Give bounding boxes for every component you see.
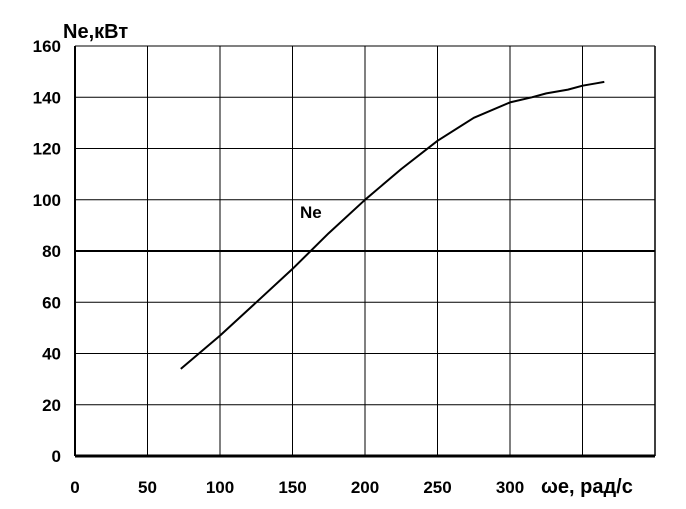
y-tick-label: 140 (33, 88, 61, 107)
y-tick-label: 100 (33, 191, 61, 210)
y-tick-label: 40 (42, 345, 61, 364)
y-axis-title: Ne,кВт (63, 21, 128, 43)
y-tick-label: 0 (52, 447, 61, 466)
y-tick-label: 80 (42, 242, 61, 261)
x-axis-title: ωe, рад/с (541, 476, 633, 498)
series-layer (180, 80, 605, 370)
labels: 0 20 40 60 80 100 120 140 160 0 50 100 150 200 250 300 (33, 37, 525, 497)
x-tick-label: 50 (138, 478, 157, 497)
y-tick-label: 20 (42, 396, 61, 415)
x-tick-label: 0 (70, 478, 79, 497)
y-tick-label: 60 (42, 293, 61, 312)
x-tick-label: 200 (351, 478, 379, 497)
y-tick-label: 120 (33, 140, 61, 159)
x-tick-label: 150 (278, 478, 306, 497)
series-line-ne (180, 80, 605, 370)
grid (74, 45, 656, 458)
x-tick-label: 250 (423, 478, 451, 497)
y-tick-label: 160 (33, 37, 61, 56)
x-tick-label: 100 (206, 478, 234, 497)
series-label-ne: Ne (300, 203, 322, 222)
x-tick-label: 300 (496, 478, 524, 497)
